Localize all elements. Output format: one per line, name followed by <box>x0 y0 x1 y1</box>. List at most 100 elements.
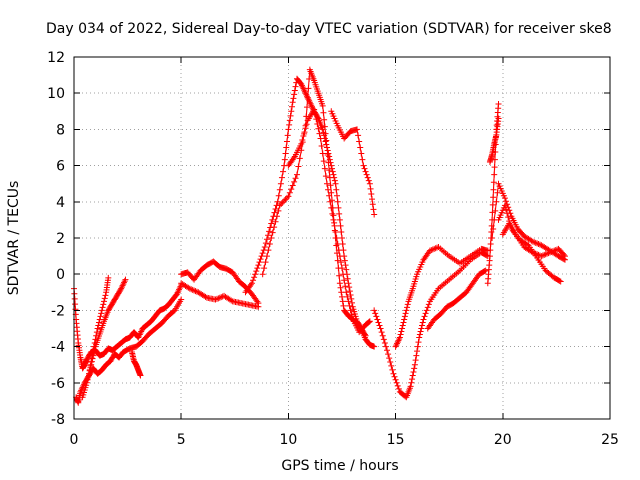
data-point-marker <box>122 276 129 283</box>
series-arc-late-b <box>486 115 502 165</box>
data-point-marker <box>188 286 195 293</box>
data-point-marker <box>409 372 416 379</box>
data-point-marker <box>99 304 106 311</box>
data-point-marker <box>535 241 542 248</box>
data-point-marker <box>251 274 258 281</box>
data-point-marker <box>369 196 376 203</box>
data-point-marker <box>328 165 335 172</box>
data-point-marker <box>117 286 124 293</box>
data-point-marker <box>399 325 406 332</box>
data-point-marker <box>425 301 432 308</box>
data-point-marker <box>341 257 348 264</box>
data-point-marker <box>346 302 353 309</box>
data-point-marker <box>339 235 345 241</box>
data-point-marker <box>359 156 366 163</box>
tick-layer: 0 5 10 15 20 25 -8 -6 -4 -2 0 2 4 6 8 10 12 <box>47 50 619 448</box>
data-point-marker <box>101 295 108 302</box>
data-point-marker <box>407 383 414 390</box>
series-arc-trough-b <box>392 244 491 350</box>
series-arc-trough <box>371 249 491 401</box>
data-point-marker <box>330 171 337 178</box>
data-point-marker <box>493 198 500 205</box>
data-point-marker <box>269 229 276 236</box>
data-point-marker <box>250 277 257 284</box>
data-point-marker <box>426 247 433 254</box>
data-point-marker <box>412 357 419 364</box>
data-point-marker <box>327 182 334 189</box>
data-point-marker <box>392 376 399 383</box>
data-point-marker <box>340 302 347 309</box>
data-point-marker <box>266 241 273 248</box>
data-point-marker <box>295 163 302 170</box>
data-point-marker <box>322 173 329 180</box>
data-point-marker <box>321 165 328 172</box>
data-point-marker <box>538 253 545 260</box>
data-point-marker <box>265 232 272 239</box>
data-point-marker <box>365 177 372 184</box>
data-point-marker <box>491 164 498 171</box>
series-arc-morning <box>178 258 262 307</box>
data-point-marker <box>319 102 326 109</box>
data-point-marker <box>87 362 94 369</box>
data-point-marker <box>398 328 405 335</box>
x-tick-label: 5 <box>177 432 186 448</box>
data-point-marker <box>416 334 423 341</box>
data-point-marker <box>325 150 332 157</box>
data-point-marker <box>86 370 93 377</box>
data-point-marker <box>101 298 108 305</box>
data-point-marker <box>228 297 235 304</box>
data-point-marker <box>334 241 341 248</box>
data-point-marker <box>369 201 376 208</box>
data-point-marker <box>329 210 336 217</box>
data-point-marker <box>532 239 539 246</box>
data-point-marker <box>261 265 268 272</box>
x-tick-label: 25 <box>601 432 619 448</box>
data-point-marker <box>284 132 291 139</box>
data-point-marker <box>334 257 341 264</box>
data-point-marker <box>186 285 193 292</box>
data-point-marker <box>71 295 78 302</box>
data-point-marker <box>335 247 342 254</box>
data-point-marker <box>545 250 552 257</box>
data-point-marker <box>312 111 319 118</box>
data-point-marker <box>377 325 384 332</box>
series-arc-late-d <box>495 202 564 285</box>
data-point-marker <box>85 373 92 380</box>
data-point-marker <box>366 318 373 325</box>
data-point-marker <box>331 222 338 229</box>
series-arc-peak-d <box>328 108 378 218</box>
data-point-marker <box>317 135 324 142</box>
data-point-marker <box>269 216 276 223</box>
data-point-marker <box>413 352 420 359</box>
data-point-marker <box>503 198 510 205</box>
data-point-marker <box>102 292 109 299</box>
x-axis-label: GPS time / hours <box>281 458 398 474</box>
data-point-marker <box>335 204 342 211</box>
data-point-marker <box>286 121 293 128</box>
data-point-marker <box>429 246 436 253</box>
data-point-marker <box>534 251 541 258</box>
data-point-marker <box>339 293 345 300</box>
data-point-marker <box>410 368 417 375</box>
data-point-marker <box>95 322 102 329</box>
data-point-marker <box>285 126 292 133</box>
data-point-marker <box>400 319 407 326</box>
data-point-marker <box>323 137 330 144</box>
data-point-marker <box>261 244 268 251</box>
data-point-marker <box>365 319 372 326</box>
data-point-marker <box>549 248 556 255</box>
data-point-marker <box>420 316 427 323</box>
series-arc-early-b <box>73 296 185 406</box>
data-point-marker <box>416 331 423 338</box>
data-point-marker <box>292 175 299 182</box>
data-point-marker <box>339 265 345 272</box>
data-point-marker <box>534 240 541 247</box>
data-point-marker <box>417 328 424 335</box>
data-point-marker <box>332 180 339 187</box>
data-point-marker <box>394 382 401 389</box>
data-point-marker <box>278 174 285 181</box>
data-point-marker <box>419 319 426 326</box>
data-point-marker <box>378 329 385 336</box>
series-arc-peak-c <box>285 106 373 336</box>
data-point-marker <box>293 171 300 178</box>
